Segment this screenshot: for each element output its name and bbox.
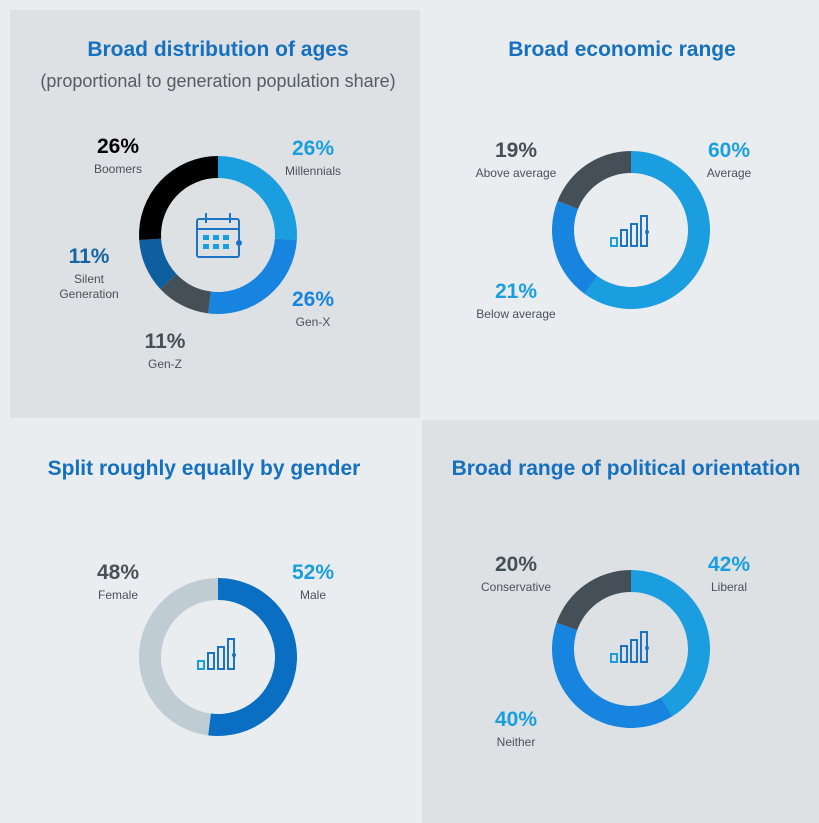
category-label: Below average <box>476 307 556 321</box>
category-label: Neither <box>496 735 536 749</box>
donut-segment <box>208 578 297 736</box>
chart-title: Broad economic range <box>508 38 736 61</box>
category-label: Female <box>97 588 138 602</box>
donut-segment <box>631 570 711 717</box>
category-label: Average <box>706 166 752 180</box>
value-label: 26% <box>291 288 335 311</box>
category-label: Gen-X <box>295 315 331 329</box>
value-label: 52% <box>291 561 335 584</box>
panel <box>422 420 819 823</box>
bar-icon <box>610 215 650 247</box>
value-label: 48% <box>96 561 140 584</box>
value-label: 40% <box>494 708 538 731</box>
value-label: 26% <box>291 137 335 160</box>
donut-segment <box>218 156 297 240</box>
category-label: Boomers <box>93 162 143 176</box>
value-label: 11% <box>144 330 186 353</box>
value-label: 26% <box>96 135 140 158</box>
value-label: 60% <box>707 139 751 162</box>
bar-icon <box>197 638 237 670</box>
donut-segment <box>208 238 297 315</box>
category-label: Conservative <box>480 580 552 594</box>
category-label: Millennials <box>284 164 342 178</box>
donut-segment <box>552 200 598 294</box>
donut-segment <box>584 151 711 309</box>
donut-segment <box>557 151 631 210</box>
donut-segment <box>139 238 177 290</box>
chart-title: Broad distribution of ages <box>87 38 349 61</box>
donut-segment <box>160 274 211 314</box>
category-label: Male <box>299 588 326 602</box>
chart-subtitle: (proportional to generation population s… <box>40 71 396 91</box>
calendar-icon <box>196 213 242 258</box>
donut-segment <box>138 578 218 736</box>
category-label: Liberal <box>710 580 748 594</box>
value-label: 19% <box>494 139 538 162</box>
value-label: 21% <box>494 280 538 303</box>
value-label: 42% <box>707 553 751 576</box>
chart-title: Split roughly equally by gender <box>47 457 361 480</box>
donut-segment <box>556 570 631 631</box>
chart-title: Broad range of political orientation <box>451 457 801 480</box>
donut-segment <box>551 622 673 729</box>
panel <box>10 10 420 418</box>
category-label: Above average <box>475 166 557 180</box>
value-label: 20% <box>494 553 538 576</box>
category-label: Gen-Z <box>147 357 182 371</box>
value-label: 11% <box>68 245 110 268</box>
category-label: Silent Generation <box>59 272 119 301</box>
donut-segment <box>139 156 218 240</box>
